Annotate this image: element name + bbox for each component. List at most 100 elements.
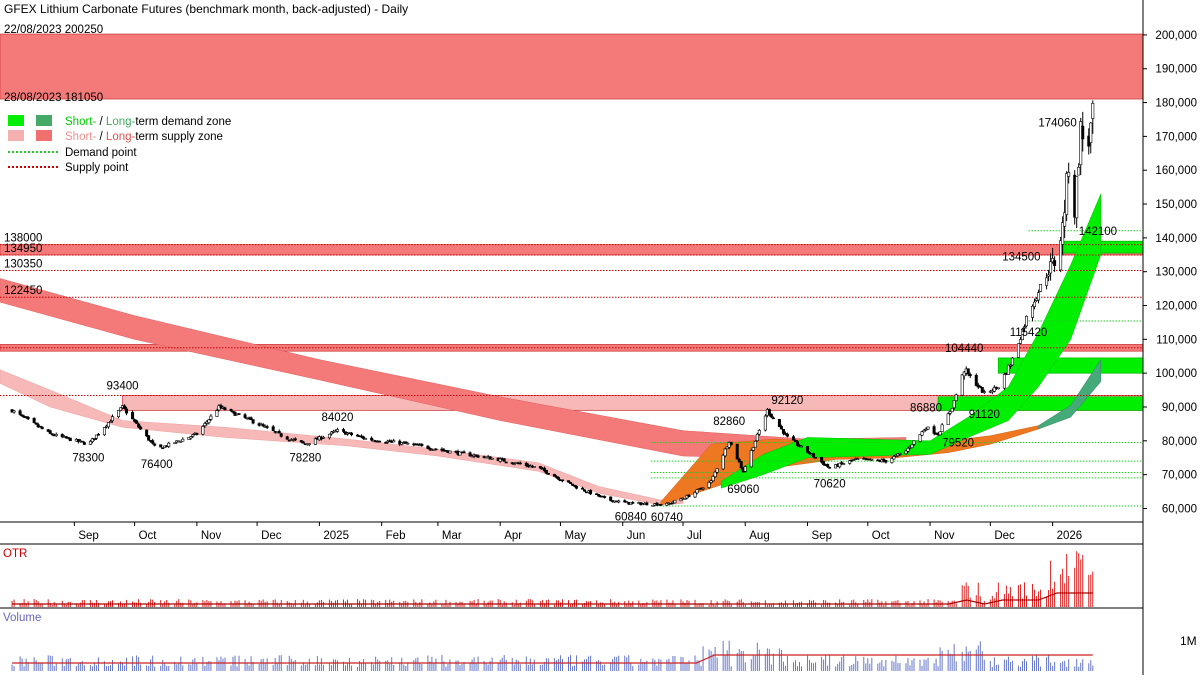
candle	[1045, 273, 1049, 290]
candle-body	[751, 447, 755, 451]
candle	[384, 441, 388, 444]
price-annotation-8: 92120	[771, 395, 803, 407]
x-tick-label: 2025	[323, 530, 349, 542]
x-tick-label: Oct	[872, 530, 891, 542]
candle-body	[524, 462, 528, 467]
candle	[560, 479, 564, 483]
levels-layer	[0, 230, 1143, 507]
candle-body	[181, 438, 185, 442]
candle-body	[896, 453, 900, 456]
candle	[918, 434, 922, 443]
candle-body	[980, 387, 984, 393]
candle-body	[757, 430, 761, 435]
candle	[938, 431, 942, 436]
legend-swatch-short-supply	[8, 130, 24, 141]
candle-body	[285, 436, 289, 440]
candle-body	[159, 444, 163, 448]
candle-body	[552, 474, 556, 477]
candle-body	[729, 441, 733, 446]
candle-body	[950, 408, 954, 413]
candle	[920, 430, 924, 437]
candle	[840, 461, 844, 466]
candle-body	[566, 480, 570, 483]
y-tick-label: 70,000	[1162, 470, 1197, 482]
candle	[209, 414, 213, 422]
candle	[781, 428, 785, 436]
x-tick-label: Aug	[749, 530, 769, 542]
candle-body	[812, 453, 816, 458]
candle-body	[502, 458, 506, 462]
candle	[321, 435, 325, 440]
candle	[651, 504, 655, 507]
candle	[597, 494, 601, 497]
candle	[458, 451, 462, 456]
candle-body	[201, 426, 205, 435]
candle-body	[603, 496, 607, 498]
candle-body	[335, 429, 339, 432]
candle-body	[822, 461, 826, 465]
candle-body	[898, 453, 902, 455]
candle-body	[38, 425, 42, 428]
candle	[968, 372, 972, 379]
y-tick-label: 160,000	[1155, 165, 1197, 177]
candle-body	[1091, 102, 1095, 119]
candle-body	[1061, 222, 1065, 245]
candle	[910, 444, 914, 449]
candle	[307, 443, 311, 447]
candle-body	[723, 448, 727, 457]
supply-zone-0	[0, 33, 1144, 100]
candle	[791, 434, 795, 441]
price-annotation-18: 174060	[1038, 118, 1076, 130]
candle-body	[749, 450, 753, 468]
candle-body	[693, 492, 697, 498]
candle-body	[932, 426, 936, 434]
y-tick-label: 100,000	[1155, 368, 1197, 380]
candle	[978, 385, 982, 389]
candle-body	[992, 387, 996, 392]
candle	[623, 499, 627, 503]
candle	[856, 457, 860, 460]
candle	[763, 414, 767, 432]
candle-body	[781, 428, 785, 434]
candle	[906, 446, 910, 454]
candle-body	[187, 437, 191, 440]
candle	[767, 408, 771, 417]
candle-body	[623, 500, 627, 503]
candle	[713, 470, 717, 478]
candle-body	[820, 457, 824, 463]
candle-body	[1020, 328, 1024, 341]
candle	[552, 473, 556, 477]
candle-body	[856, 458, 860, 460]
y-tick-label: 90,000	[1162, 402, 1197, 414]
candle	[785, 432, 789, 438]
candle-body	[904, 450, 908, 455]
candle	[123, 404, 127, 410]
candle-body	[763, 415, 767, 431]
candle-body	[1051, 258, 1055, 263]
panel-tick-label: 1M	[1180, 634, 1197, 648]
candle	[546, 473, 550, 475]
candle	[88, 439, 92, 445]
candle	[926, 426, 930, 430]
candle-body	[978, 385, 982, 388]
candle-body	[279, 433, 283, 437]
candle	[735, 443, 739, 460]
candle-body	[695, 489, 699, 494]
candle	[191, 433, 195, 438]
candle-body	[721, 454, 725, 470]
candle	[532, 466, 536, 468]
candle	[583, 489, 587, 492]
candle	[504, 461, 508, 464]
legend-label-supply-point: Supply point	[65, 162, 129, 174]
legend-layer: Short- / Long-term demand zone Short- / L…	[8, 115, 231, 174]
candle-body	[434, 448, 438, 451]
candle-body	[687, 494, 691, 498]
candle	[54, 432, 58, 438]
candle-body	[462, 451, 466, 454]
candle	[793, 439, 797, 443]
candle	[679, 497, 683, 502]
candle-body	[767, 409, 771, 415]
panel-average-line	[12, 654, 1093, 664]
price-annotation-9: 69060	[727, 484, 759, 496]
